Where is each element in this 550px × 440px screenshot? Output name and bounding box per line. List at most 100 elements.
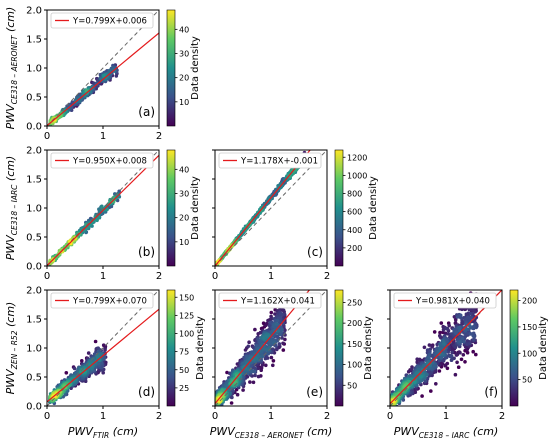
fit-line: [390, 290, 502, 405]
x-tick-label: 1: [268, 411, 274, 422]
legend-text: Y=0.799X+0.070: [72, 297, 147, 307]
data-point: [427, 343, 432, 347]
data-point: [264, 363, 268, 368]
y-tick-label: 1.5: [26, 35, 42, 46]
colorbar-tick-label: 1000: [347, 171, 367, 180]
colorbar-tick-label: 150: [522, 323, 537, 332]
data-point: [264, 323, 268, 328]
legend-text: Y=0.799X+0.006: [72, 17, 147, 27]
y-tick-label: 0.5: [26, 233, 42, 244]
identity-line: [47, 10, 159, 126]
data-point: [248, 380, 252, 384]
colorbar: [509, 289, 519, 407]
colorbar-tick-label: 800: [347, 190, 362, 199]
legend: Y=0.799X+0.006: [50, 12, 154, 29]
colorbar-tick-label: 200: [347, 244, 362, 253]
data-point: [453, 372, 458, 377]
data-point: [434, 382, 438, 386]
panel-a: 0 1 20.00.51.01.52.0Y=0.799X+0.006(a)10203…: [4, 6, 201, 143]
colorbar-label: Data density: [368, 176, 379, 240]
data-point: [442, 342, 446, 346]
data-point: [448, 354, 453, 359]
data-point: [256, 374, 261, 379]
data-point: [463, 360, 467, 364]
data-point: [473, 285, 477, 289]
legend: Y=0.981X+0.040: [393, 292, 497, 309]
data-point: [450, 350, 454, 355]
colorbar-tick-label: 100: [179, 330, 194, 339]
colorbar-tick-label: 250: [347, 298, 362, 307]
data-point: [472, 337, 476, 342]
data-point: [281, 348, 286, 352]
colorbar-tick-label: 50: [179, 366, 189, 375]
x-tick-label: 0: [212, 271, 218, 282]
data-point: [438, 330, 442, 335]
colorbar-tick-label: 30: [179, 190, 189, 199]
data-point: [406, 369, 411, 374]
data-point: [439, 355, 444, 360]
colorbar-label: Data density: [363, 316, 374, 380]
data-point: [459, 357, 464, 362]
plot-area: [390, 279, 502, 406]
data-point: [471, 280, 475, 284]
legend: Y=1.178X+-0.001: [218, 152, 322, 169]
y-tick-label: 1.5: [26, 315, 42, 326]
data-point: [420, 394, 424, 398]
colorbar: [166, 289, 176, 407]
data-point: [63, 392, 67, 397]
data-point: [269, 317, 274, 321]
data-point: [259, 368, 264, 373]
data-point: [103, 205, 108, 209]
y-tick-label: 2.0: [26, 286, 42, 297]
data-point: [446, 350, 451, 354]
colorbar-tick-label: 20: [179, 214, 189, 223]
data-point: [458, 313, 463, 318]
data-point: [271, 363, 275, 368]
y-tick-label: 2.0: [26, 6, 42, 17]
data-point: [430, 345, 435, 349]
data-point: [454, 330, 459, 335]
data-point: [465, 331, 469, 336]
y-axis-label: PWVCE318 – AERONET (cm): [4, 7, 19, 130]
y-tick-label: 1.0: [26, 344, 42, 355]
data-point: [283, 337, 287, 342]
colorbar-tick-label: 20: [179, 74, 189, 83]
data-point: [277, 342, 282, 346]
legend-text: Y=1.178X+-0.001: [240, 157, 318, 167]
data-point: [263, 356, 268, 361]
colorbar: [334, 289, 344, 407]
y-tick-label: 0.5: [26, 373, 42, 384]
colorbar: [334, 149, 344, 267]
legend: Y=1.162X+0.041: [218, 292, 322, 309]
data-point: [468, 316, 473, 321]
y-axis-label: PWVZEN – R52 (cm): [4, 302, 19, 395]
data-point: [101, 370, 105, 375]
data-point: [103, 348, 107, 352]
y-tick-label: 1.0: [26, 204, 42, 215]
data-point: [458, 350, 462, 355]
data-point: [432, 330, 437, 334]
colorbar-tick-label: 50: [347, 381, 357, 390]
x-tick-label: 0: [212, 411, 218, 422]
colorbar-tick-label: 25: [179, 384, 189, 393]
data-point: [265, 347, 269, 352]
colorbar-tick-label: 200: [522, 297, 537, 306]
data-point: [275, 346, 279, 351]
x-axis-label: PWVCE318 – IARC (cm): [394, 425, 499, 440]
colorbar-label: Data density: [190, 176, 201, 240]
identity-line: [215, 150, 327, 266]
data-point: [444, 356, 448, 360]
data-point: [253, 327, 257, 332]
data-point: [462, 339, 466, 344]
data-point: [249, 369, 253, 374]
data-point: [466, 285, 470, 289]
identity-line: [215, 290, 327, 406]
data-point: [474, 279, 478, 283]
plot-area: [47, 290, 159, 406]
plot-area: [47, 10, 159, 126]
plot-area: [215, 290, 327, 406]
data-point: [470, 332, 474, 336]
y-tick-label: 2.0: [26, 146, 42, 157]
data-point: [102, 73, 106, 78]
data-point: [471, 308, 476, 313]
